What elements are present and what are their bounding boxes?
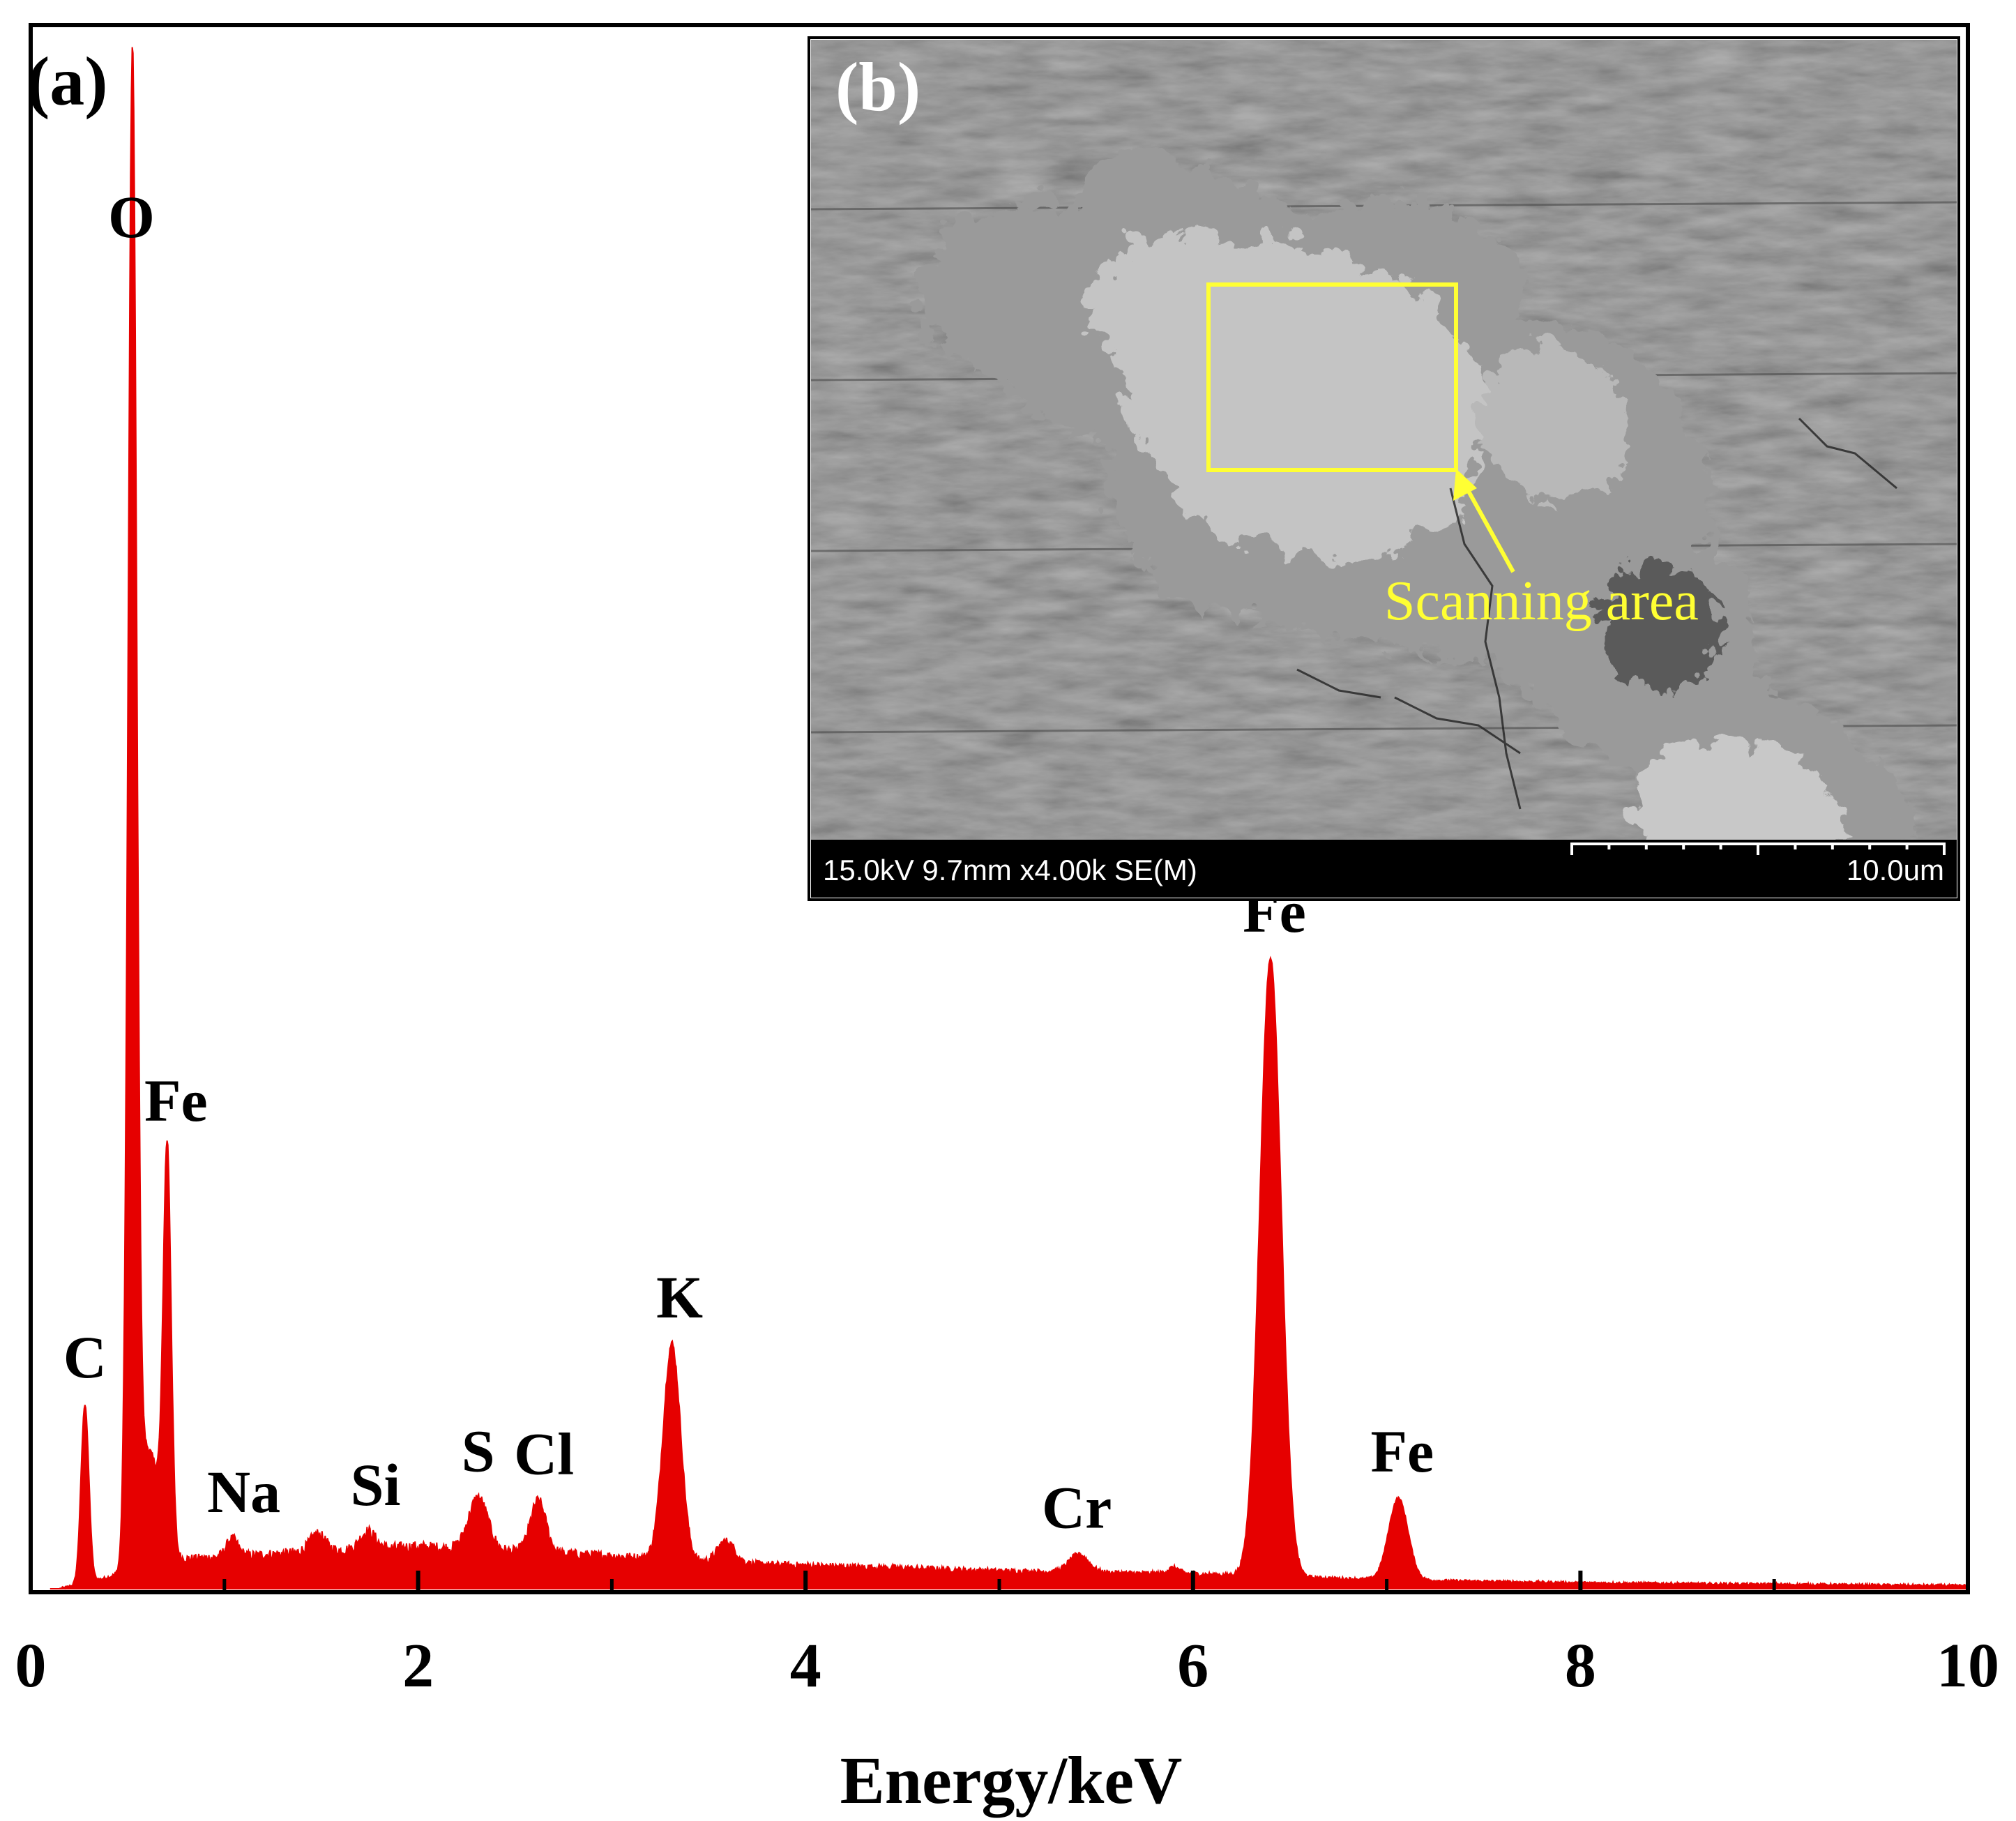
x-tick-label: 0 xyxy=(15,1631,47,1700)
spectrum-area xyxy=(50,47,1969,1590)
x-tick-label: 8 xyxy=(1565,1631,1596,1700)
peak-label: Fe xyxy=(1370,1418,1434,1485)
scanning-area-arrow xyxy=(1461,480,1515,573)
x-tick-label: 2 xyxy=(402,1631,434,1700)
peak-label: Si xyxy=(351,1451,401,1518)
x-tick-label: 4 xyxy=(790,1631,821,1700)
peak-label: Fe xyxy=(144,1067,208,1134)
x-tick-label: 10 xyxy=(1937,1631,1999,1700)
x-axis-label: Energy/keV xyxy=(840,1743,1183,1818)
panel-label-b: (b) xyxy=(835,48,920,126)
peak-label: K xyxy=(656,1264,703,1331)
peak-label: Cl xyxy=(514,1420,574,1487)
sem-inset: Scanning area (b) 15.0kV 9.7mm x4.00k SE… xyxy=(808,36,1960,901)
panel-label-a: (a) xyxy=(26,43,108,120)
sem-info-text: 15.0kV 9.7mm x4.00k SE(M) xyxy=(823,854,1197,886)
x-axis-tick-labels: 0 2 4 6 8 10 xyxy=(15,1631,2000,1700)
peak-label: Na xyxy=(207,1458,280,1525)
sem-scale-label: 10.0um xyxy=(1847,854,1944,886)
peak-label: C xyxy=(63,1324,107,1391)
sem-info-bar xyxy=(811,840,1957,898)
x-tick-label: 6 xyxy=(1177,1631,1208,1700)
scanning-area-label: Scanning area xyxy=(1384,571,1699,632)
peak-label: S xyxy=(462,1417,495,1484)
x-axis-ticks xyxy=(29,1571,1970,1592)
sem-scale-bar xyxy=(1570,843,1946,855)
scanning-area-box xyxy=(1206,282,1458,472)
peak-label: O xyxy=(108,183,155,250)
peak-label: Cr xyxy=(1042,1474,1112,1541)
arrow-head-icon xyxy=(1453,469,1477,501)
